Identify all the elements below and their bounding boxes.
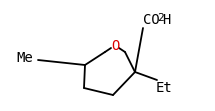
Text: CO: CO: [143, 13, 160, 27]
Text: Me: Me: [16, 51, 33, 65]
Text: Et: Et: [156, 81, 173, 95]
Text: H: H: [162, 13, 170, 27]
Text: O: O: [111, 39, 119, 53]
Text: 2: 2: [157, 13, 164, 23]
